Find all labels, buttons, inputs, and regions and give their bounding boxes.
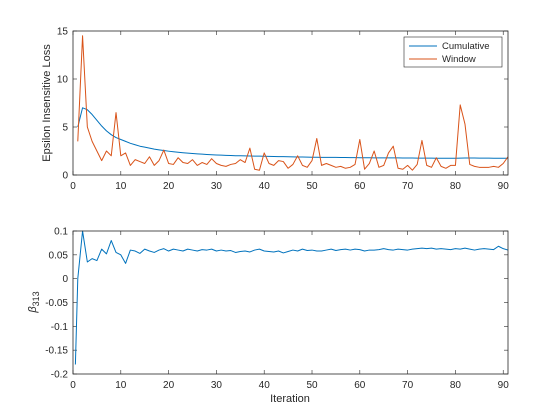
top-y-tick-label: 0: [62, 171, 68, 182]
bottom-y-axis-label-base: β: [27, 306, 39, 314]
bottom-x-tick-label: 60: [354, 380, 366, 391]
bottom-x-tick-label: 0: [70, 380, 76, 391]
bottom-y-axis-label-subscript: 313: [31, 291, 41, 306]
top-series-group: [77, 35, 509, 171]
top-x-tick-label: 40: [259, 181, 271, 192]
top-chart-panel: 0 10 20 30 40 50 60 70 80 90 0 5 10 15 Epsilon Insens…: [41, 27, 509, 193]
top-x-tick-label: 0: [70, 181, 76, 192]
top-axis-frame: [72, 30, 509, 176]
bottom-y-tick-label: -0.15: [45, 346, 68, 357]
bottom-y-tick-label: -0.2: [51, 370, 69, 381]
bottom-y-tick-label: 0: [62, 274, 68, 285]
bottom-y-tick-label: 0.05: [49, 250, 69, 261]
bottom-plot-area: [73, 231, 508, 374]
top-y-tick-label: 5: [62, 123, 68, 134]
bottom-x-tick-label: 30: [211, 380, 223, 391]
bottom-series-line-0: [74, 230, 509, 365]
bottom-y-tick-label: -0.05: [45, 298, 68, 309]
top-x-tick-label: 90: [498, 181, 510, 192]
bottom-series-group: [74, 230, 509, 365]
top-x-tick-label: 50: [306, 181, 318, 192]
bottom-axis-frame: [72, 230, 509, 375]
top-y-axis-label: Epsilon Insensitive Loss: [41, 44, 53, 162]
top-x-tick-label: 60: [354, 181, 366, 192]
top-x-tick-label: 10: [115, 181, 127, 192]
bottom-y-axis-label: β313: [27, 291, 41, 313]
bottom-x-tick-label: 10: [115, 380, 127, 391]
bottom-y-tick-label: 0.1: [54, 227, 68, 238]
bottom-x-tick-label: 70: [402, 380, 414, 391]
top-series-line-window: [77, 35, 509, 171]
bottom-x-tick-label: 20: [163, 380, 175, 391]
bottom-x-axis-label: Iteration: [270, 393, 310, 405]
top-axis-ticks: 0 10 20 30 40 50 60 70 80 90 0 5 10 15: [57, 27, 509, 193]
legend-label-cumulative: Cumulative: [442, 41, 490, 52]
legend-box: [403, 36, 503, 68]
bottom-x-tick-label: 50: [306, 380, 318, 391]
bottom-y-tick-label: -0.1: [51, 322, 69, 333]
top-x-tick-label: 20: [163, 181, 175, 192]
bottom-x-tick-label: 80: [450, 380, 462, 391]
legend: Cumulative Window: [403, 36, 503, 68]
bottom-x-tick-label: 90: [498, 380, 510, 391]
top-x-tick-label: 80: [450, 181, 462, 192]
top-x-tick-label: 30: [211, 181, 223, 192]
top-y-tick-label: 10: [57, 75, 69, 86]
legend-label-window: Window: [442, 54, 476, 65]
top-x-tick-label: 70: [402, 181, 414, 192]
bottom-x-tick-label: 40: [259, 380, 271, 391]
top-y-tick-label: 15: [57, 27, 69, 38]
bottom-axis-ticks: 0 10 20 30 40 50 60 70 80 90 -0.2 -0.15 -0.1 -0.05 0 0.…: [45, 227, 509, 392]
bottom-chart-panel: 0 10 20 30 40 50 60 70 80 90 -0.2 -0.15 -0.1 -0.05 0 0.…: [27, 227, 509, 406]
